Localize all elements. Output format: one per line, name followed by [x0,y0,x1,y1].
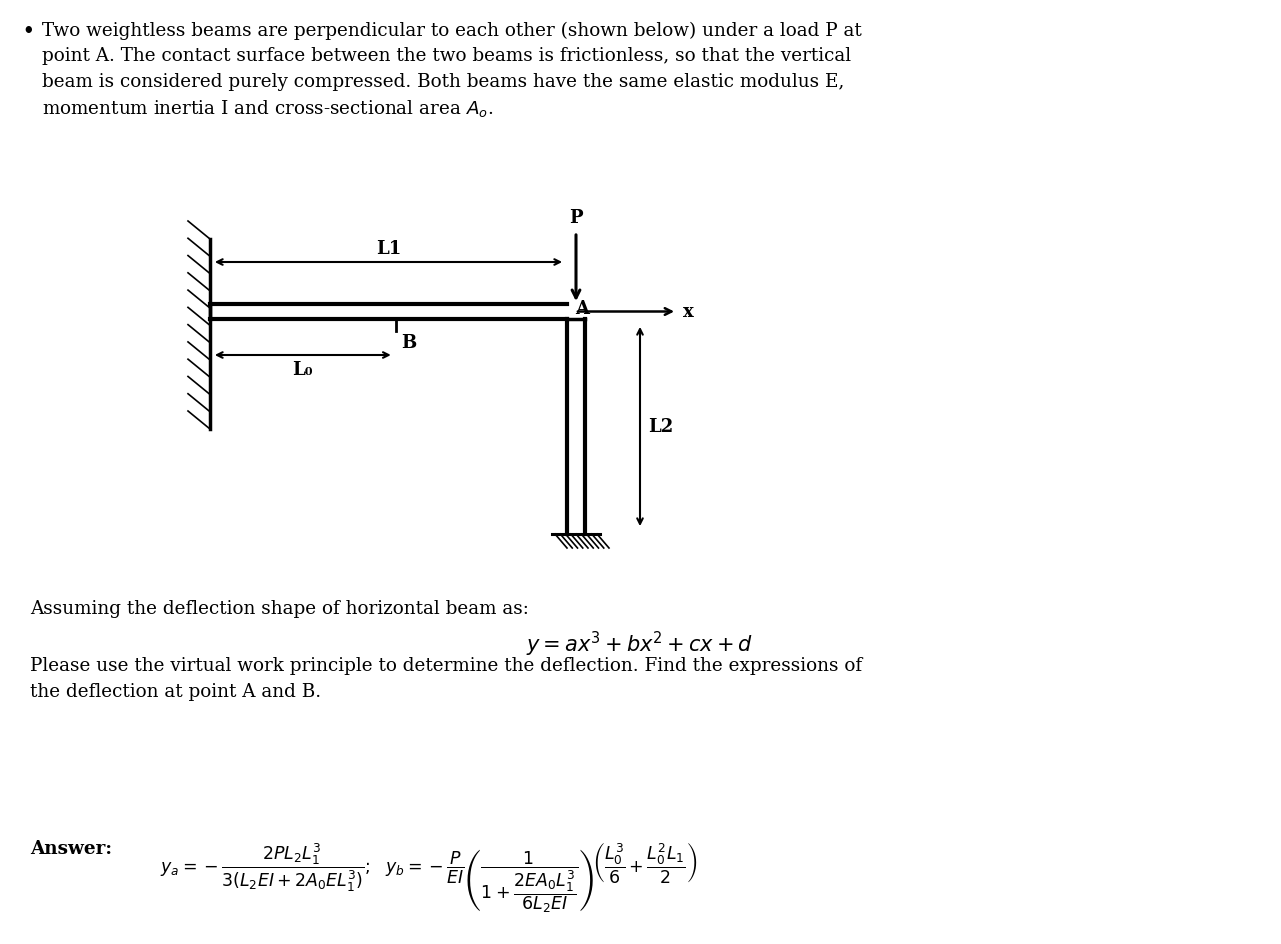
Text: B: B [402,333,416,351]
Text: momentum inertia I and cross-sectional area $A_o$.: momentum inertia I and cross-sectional a… [42,98,493,119]
Text: L₀: L₀ [292,361,313,379]
Text: x: x [683,303,694,321]
Text: beam is considered purely compressed. Both beams have the same elastic modulus E: beam is considered purely compressed. Bo… [42,73,844,91]
Text: the deflection at point A and B.: the deflection at point A and B. [29,683,322,700]
Text: L2: L2 [648,418,674,436]
Text: point A. The contact surface between the two beams is frictionless, so that the : point A. The contact surface between the… [42,47,851,65]
Text: $y_a = -\dfrac{2PL_2L_1^3}{3(L_2EI+2A_0EL_1^3)}$$;\ \ y_b = -\dfrac{P}{EI}\left(: $y_a = -\dfrac{2PL_2L_1^3}{3(L_2EI+2A_0E… [160,839,697,914]
Text: Answer:: Answer: [29,839,113,857]
Text: P: P [569,209,583,227]
Text: Please use the virtual work principle to determine the deflection. Find the expr: Please use the virtual work principle to… [29,656,862,674]
Text: •: • [22,22,33,40]
Text: Assuming the deflection shape of horizontal beam as:: Assuming the deflection shape of horizon… [29,599,529,617]
Text: A: A [575,299,589,318]
Text: L1: L1 [375,240,401,258]
Text: Two weightless beams are perpendicular to each other (shown below) under a load : Two weightless beams are perpendicular t… [42,22,862,41]
Text: $y = ax^3 + bx^2 + cx + d$: $y = ax^3 + bx^2 + cx + d$ [526,630,753,659]
